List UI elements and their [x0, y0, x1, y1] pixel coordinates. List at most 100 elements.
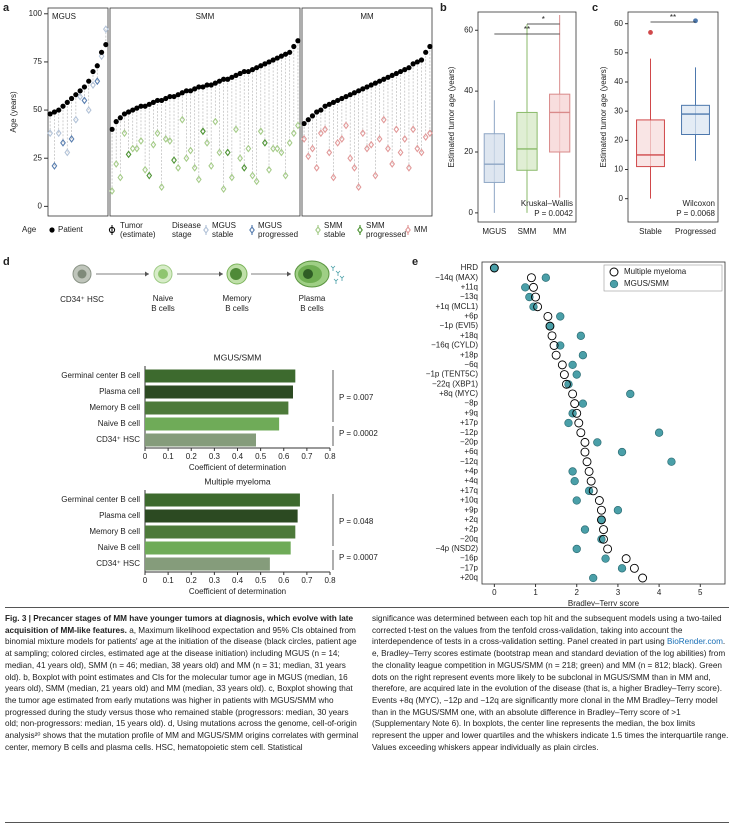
dot	[617, 447, 627, 457]
patient-age	[393, 70, 399, 77]
dot	[556, 312, 565, 321]
x-tick-label: 0.2	[186, 576, 198, 585]
tumor-estimate	[286, 138, 293, 147]
legend-box	[603, 264, 723, 292]
tumor-estimate	[113, 160, 120, 168]
dot	[588, 486, 598, 496]
patient-age	[208, 82, 214, 88]
tumor-estimate	[253, 177, 260, 186]
bar	[145, 541, 291, 555]
patient-age	[318, 107, 324, 113]
dot	[564, 418, 573, 428]
dot	[603, 544, 613, 554]
dot	[526, 273, 536, 283]
x-tick-label: 4	[657, 588, 662, 597]
dot	[547, 331, 557, 341]
tumor-estimate	[109, 187, 115, 195]
patient-age	[163, 95, 169, 102]
subpanel-label: MM	[360, 12, 374, 21]
patient-age	[125, 109, 132, 115]
patient-age	[130, 107, 136, 113]
y-tick-label: −12p	[460, 428, 479, 437]
significance: *	[542, 15, 545, 24]
legend-symbol	[609, 267, 619, 277]
patient-age	[90, 68, 96, 75]
x-tick-label: SMM	[518, 227, 537, 236]
patient-age	[77, 88, 83, 94]
plot-frame	[477, 11, 577, 223]
x-tick-label: 0.4	[232, 576, 244, 585]
patient-age	[171, 93, 177, 100]
x-tick-label: 5	[698, 588, 703, 597]
legend-label: Multiple myeloma	[624, 267, 687, 276]
y-tick-label: +17q	[460, 486, 478, 495]
tumor-estimate	[220, 185, 227, 193]
tumor-estimate	[278, 148, 285, 157]
y-tick-label: +8q (MYC)	[439, 389, 478, 398]
bar	[145, 401, 289, 415]
bar	[145, 557, 270, 571]
patient-age	[322, 103, 328, 109]
patient-age	[360, 86, 366, 92]
tumor-estimate	[129, 144, 136, 153]
patient-age	[103, 41, 109, 48]
y-tick-label: 0	[469, 208, 474, 217]
x-tick-label: MM	[553, 227, 567, 236]
cell-label: Naive B cells	[151, 294, 175, 313]
patient-age	[233, 72, 239, 79]
legend-label-line: progressed	[366, 230, 406, 239]
y-axis-title: Estimated tumor age (years)	[599, 66, 608, 167]
tumor-estimate	[208, 161, 215, 170]
box	[483, 133, 505, 183]
y-tick-label: +1q (MCL1)	[436, 302, 479, 311]
dot	[489, 263, 499, 273]
patient-age	[51, 109, 58, 115]
tumor-estimate	[90, 81, 96, 89]
cell-label: Memory B cells	[223, 294, 252, 313]
patient-age	[376, 78, 383, 84]
patient-age	[270, 57, 276, 63]
x-tick-label: 0.6	[278, 576, 290, 585]
tumor-estimate	[422, 133, 429, 141]
legend-label-line: MGUS	[212, 221, 236, 230]
p-value: P = 0.0002	[339, 429, 378, 438]
tumor-estimate	[322, 125, 328, 134]
patient-age	[64, 99, 70, 105]
legend-label-line: SMM	[366, 221, 385, 230]
x-tick-label: Progressed	[675, 227, 716, 236]
y-tick-label: +18q	[460, 331, 478, 340]
y-tick-label: +17p	[460, 418, 479, 427]
tumor-estimate	[334, 138, 341, 147]
tumor-estimate	[81, 96, 88, 105]
cell-label-line: B cells	[225, 304, 249, 313]
dot	[525, 292, 534, 302]
y-tick-label: −1p (TENT5C)	[426, 370, 479, 379]
cell-label-line: Memory	[223, 294, 252, 303]
legend-title: Disease stage	[172, 221, 201, 239]
patient-age	[427, 43, 433, 50]
x-tick-label: 0	[143, 576, 148, 585]
patient-age	[262, 61, 268, 67]
x-tick-label: 0.1	[163, 452, 175, 461]
y-tick-label: −22q (XBP1)	[432, 379, 478, 388]
tumor-estimate	[359, 129, 366, 138]
dot	[589, 573, 598, 583]
y-tick-label: 30	[614, 106, 623, 115]
patient-age	[402, 67, 408, 73]
dot	[551, 350, 561, 360]
outlier	[648, 30, 653, 35]
patient-age	[212, 80, 218, 86]
patient-age	[291, 43, 297, 50]
dot	[599, 525, 608, 535]
dot	[580, 525, 590, 534]
caption-text: significance was determined between each…	[372, 614, 722, 647]
dot	[568, 389, 578, 399]
x-tick-label: Stable	[639, 227, 662, 236]
tumor-estimate	[204, 138, 210, 147]
y-tick-label: +4q	[464, 476, 478, 485]
link[interactable]: BioRender.com	[666, 637, 723, 647]
legend-label: Patient	[58, 225, 84, 234]
patient-age	[150, 99, 156, 105]
x-tick-label: 0.1	[163, 576, 175, 585]
tumor-estimate	[133, 144, 140, 153]
